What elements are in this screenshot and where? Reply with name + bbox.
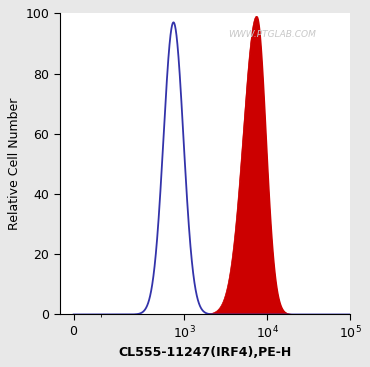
Y-axis label: Relative Cell Number: Relative Cell Number	[9, 98, 21, 230]
X-axis label: CL555-11247(IRF4),PE-H: CL555-11247(IRF4),PE-H	[118, 346, 292, 359]
Text: WWW.PTGLAB.COM: WWW.PTGLAB.COM	[228, 30, 316, 39]
